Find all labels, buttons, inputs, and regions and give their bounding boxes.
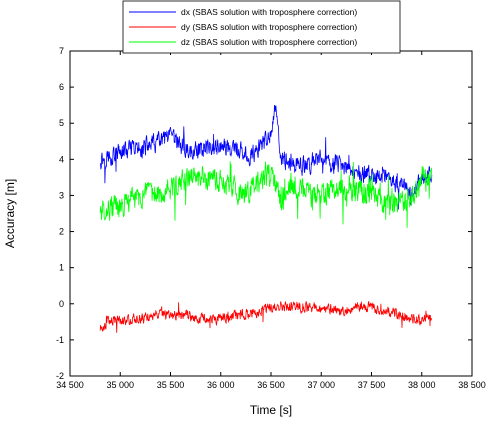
plot-frame [69,50,473,377]
y-tick-label: 2 [59,227,64,237]
y-tick-label: 3 [59,190,64,200]
x-tick-label: 35 000 [106,380,134,390]
plot-lines [99,105,433,333]
x-tick-label: 34 500 [56,380,84,390]
legend-label: dy (SBAS solution with troposphere corre… [181,22,357,32]
series-line [99,105,433,210]
y-tick-label: -1 [56,335,64,345]
legend-label: dz (SBAS solution with troposphere corre… [181,37,357,47]
x-tick-label: 37 000 [307,380,335,390]
x-tick-label: 36 500 [257,380,285,390]
y-tick-label: 0 [59,299,64,309]
x-tick-label: 36 000 [207,380,235,390]
y-tick-label: 7 [59,46,64,56]
legend-label: dx (SBAS solution with troposphere corre… [181,7,357,17]
series-line [99,300,433,333]
y-tick-label: 4 [59,154,64,164]
x-axis: 34 500 35 000 35 500 36 000 36 500 37 000 37 5… [56,51,486,390]
y-axis-title: Accuracy [m] [3,179,17,248]
x-tick-label: 38 000 [408,380,436,390]
y-tick-label: 1 [59,263,64,273]
x-tick-label: 35 500 [157,380,185,390]
legend: dx (SBAS solution with troposphere corre… [122,0,401,54]
series-line [99,161,433,228]
x-axis-title: Time [s] [250,403,292,417]
y-tick-label: 5 [59,118,64,128]
x-tick-label: 37 500 [358,380,386,390]
y-axis: -2 -1 0 1 2 3 4 5 6 7 [56,46,472,381]
y-tick-label: 6 [59,82,64,92]
x-tick-label: 38 500 [458,380,486,390]
y-tick-label: -2 [56,371,64,381]
